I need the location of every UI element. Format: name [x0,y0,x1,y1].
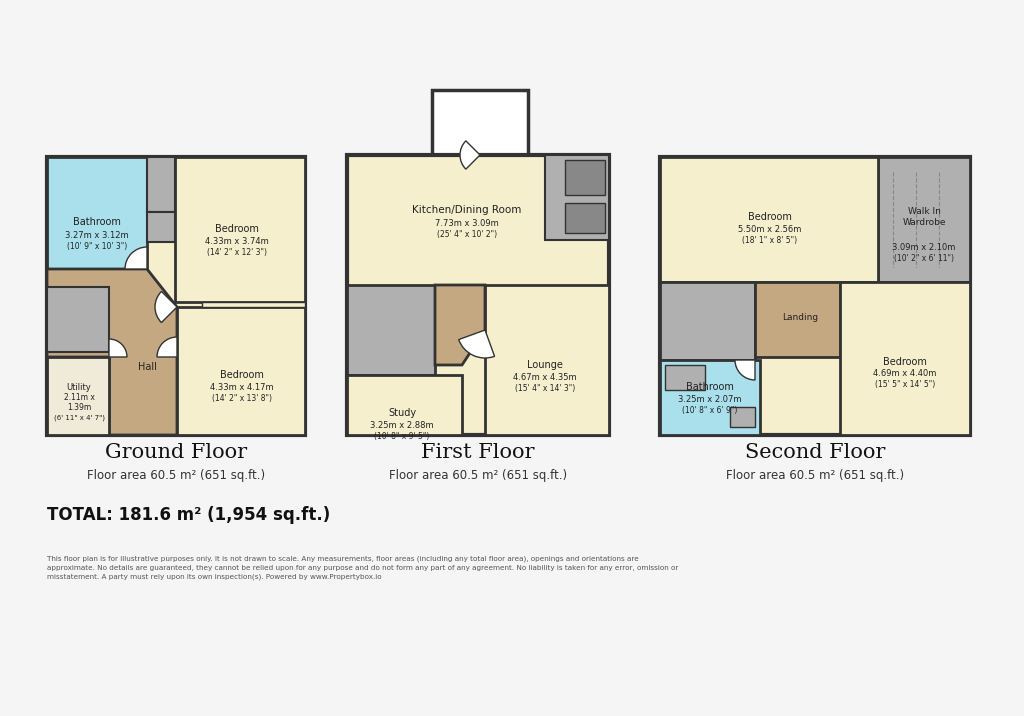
Bar [840,282,970,435]
Wedge shape [459,330,495,358]
Bar [660,282,755,360]
Text: This floor plan is for illustrative purposes only. It is not drawn to scale. Any: This floor plan is for illustrative purp… [47,556,678,580]
Text: Ground Floor: Ground Floor [104,443,247,463]
Bar [730,407,755,427]
Text: 5.50m x 2.56m: 5.50m x 2.56m [738,225,802,233]
Text: (10' 8" x 6' 9"): (10' 8" x 6' 9") [682,405,737,415]
Text: Kitchen/Dining Room: Kitchen/Dining Room [413,205,521,215]
Bar [878,157,970,282]
Text: Walk In
Wardrobe: Walk In Wardrobe [902,208,946,227]
Wedge shape [735,360,755,380]
Wedge shape [460,141,480,169]
Bar [432,90,528,158]
Text: Floor area 60.5 m² (651 sq.ft.): Floor area 60.5 m² (651 sq.ft.) [726,470,904,483]
Bar [47,157,147,269]
Bar [660,157,878,282]
Bar [660,157,970,435]
Bar [147,212,175,242]
Text: 4.67m x 4.35m: 4.67m x 4.35m [513,372,577,382]
Text: Hall: Hall [137,362,157,372]
Wedge shape [157,337,177,357]
Text: (15' 4" x 14' 3"): (15' 4" x 14' 3") [515,384,575,392]
Polygon shape [435,285,485,365]
Bar [47,287,109,352]
Text: (15' 5" x 14' 5"): (15' 5" x 14' 5") [874,380,935,390]
Bar [485,285,609,435]
Text: (10' 8" x 9' 5"): (10' 8" x 9' 5") [375,432,430,440]
Text: 3.27m x 3.12m: 3.27m x 3.12m [66,231,129,239]
Bar [545,155,609,240]
Text: Floor area 60.5 m² (651 sq.ft.): Floor area 60.5 m² (651 sq.ft.) [389,470,567,483]
Bar [347,285,435,375]
Bar [202,302,305,307]
Text: Utility: Utility [67,382,91,392]
Bar [175,157,305,302]
Bar [755,282,840,357]
Text: (14' 2" x 12' 3"): (14' 2" x 12' 3") [207,248,267,256]
Polygon shape [47,269,177,435]
Text: 3.09m x 2.10m: 3.09m x 2.10m [892,243,955,251]
Bar [147,157,175,212]
Wedge shape [109,339,127,357]
Text: Study: Study [388,408,416,418]
Text: 3.25m x 2.07m: 3.25m x 2.07m [678,395,741,404]
Bar [347,155,609,435]
Text: Bedroom: Bedroom [883,357,927,367]
Text: 1.39m: 1.39m [67,404,91,412]
Text: Second Floor: Second Floor [744,443,885,463]
Bar [565,160,605,195]
Text: (18' 1" x 8' 5"): (18' 1" x 8' 5") [742,236,798,244]
Text: 4.69m x 4.40m: 4.69m x 4.40m [873,369,937,379]
Bar [665,365,705,390]
Text: Lounge: Lounge [527,360,563,370]
Text: 4.33m x 4.17m: 4.33m x 4.17m [210,382,273,392]
Wedge shape [155,291,177,322]
Text: Bathroom: Bathroom [73,217,121,227]
Text: (14' 2" x 13' 8"): (14' 2" x 13' 8") [212,394,272,402]
Text: (10' 2" x 6' 11"): (10' 2" x 6' 11") [894,253,954,263]
Text: 7.73m x 3.09m: 7.73m x 3.09m [435,218,499,228]
Wedge shape [125,247,147,269]
Polygon shape [177,307,305,435]
Text: TOTAL: 181.6 m² (1,954 sq.ft.): TOTAL: 181.6 m² (1,954 sq.ft.) [47,506,331,524]
Text: Bedroom: Bedroom [215,224,259,234]
Text: 3.25m x 2.88m: 3.25m x 2.88m [371,420,434,430]
Bar [347,375,462,435]
Bar [47,357,109,435]
Text: Bathroom: Bathroom [686,382,734,392]
Bar [47,157,305,435]
Bar [660,360,760,435]
Text: 2.11m x: 2.11m x [63,394,94,402]
Text: (10' 9" x 10' 3"): (10' 9" x 10' 3") [67,241,127,251]
Text: Bedroom: Bedroom [749,212,792,222]
Text: Landing: Landing [782,312,818,321]
Text: Floor area 60.5 m² (651 sq.ft.): Floor area 60.5 m² (651 sq.ft.) [87,470,265,483]
Text: 4.33m x 3.74m: 4.33m x 3.74m [205,236,269,246]
Text: (6' 11" x 4' 7"): (6' 11" x 4' 7") [53,415,104,421]
Bar [565,203,605,233]
Text: Bedroom: Bedroom [220,370,264,380]
Text: First Floor: First Floor [421,443,535,463]
Text: (25' 4" x 10' 2"): (25' 4" x 10' 2") [437,230,497,238]
